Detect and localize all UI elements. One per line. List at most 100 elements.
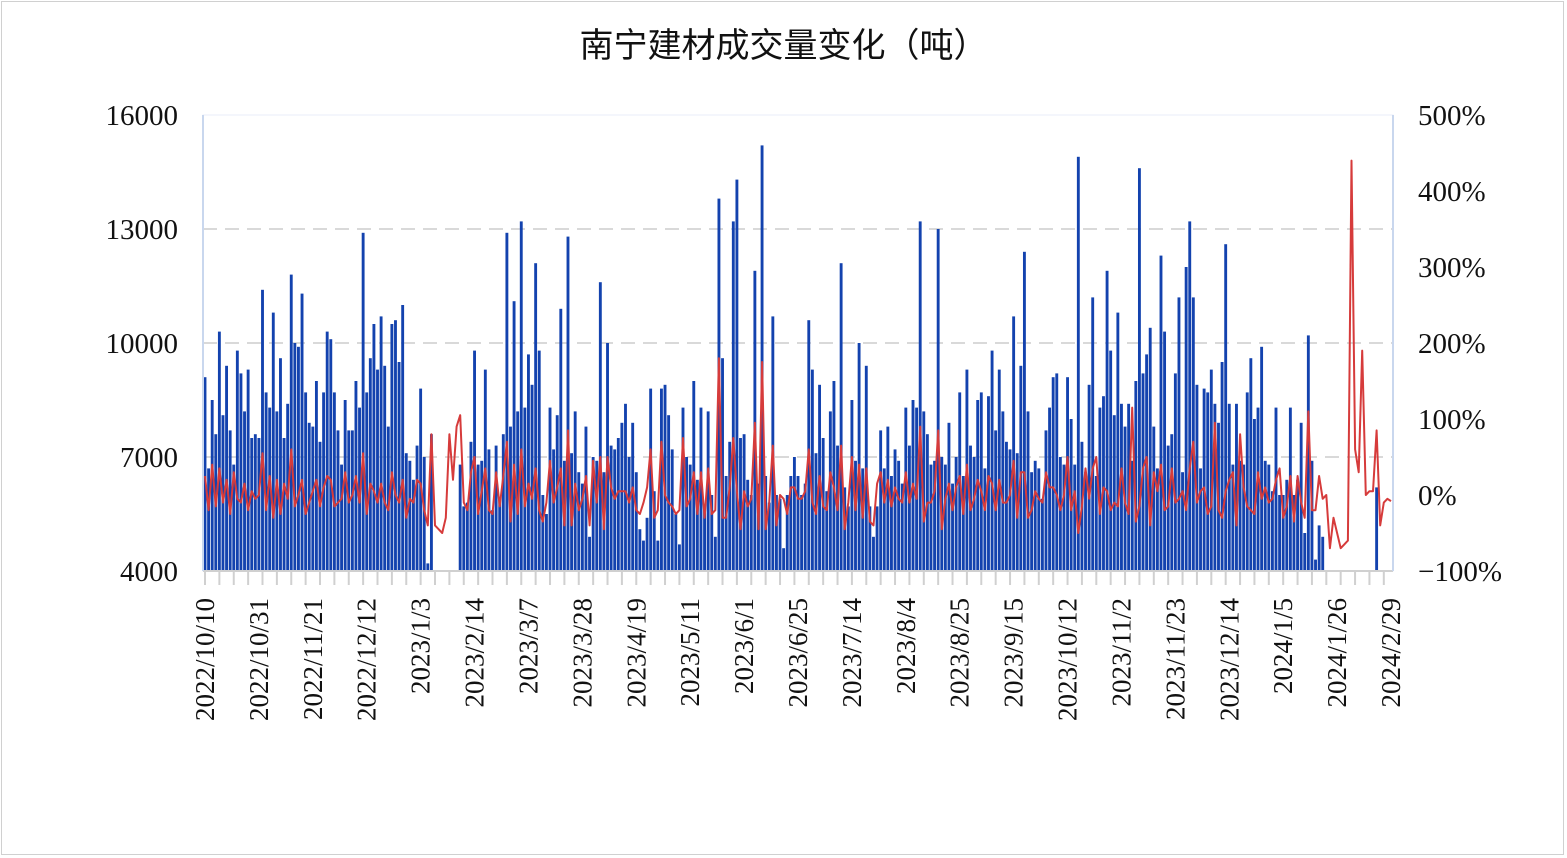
line-series: [204, 159, 1392, 550]
bar: [534, 263, 538, 571]
bar: [1094, 476, 1098, 571]
bar: [491, 510, 494, 571]
x-tick-label: 2023/3/7: [513, 598, 543, 694]
bar: [728, 441, 732, 571]
bar: [1285, 479, 1289, 571]
bar: [1058, 457, 1062, 571]
bar: [620, 422, 624, 571]
bar: [724, 476, 728, 571]
bar: [677, 544, 681, 571]
bar: [1209, 369, 1213, 571]
bar: [397, 362, 401, 571]
bar: [1181, 472, 1184, 571]
bar: [293, 343, 297, 571]
x-tick-label: 2023/12/14: [1214, 598, 1244, 722]
bar: [609, 445, 613, 571]
bar: [1069, 419, 1073, 571]
bar: [760, 145, 764, 571]
bar: [1062, 464, 1066, 571]
bar: [879, 430, 883, 571]
bar: [1242, 464, 1246, 571]
bar: [983, 468, 987, 571]
bar: [239, 373, 243, 571]
y-left-tick-label: 10000: [106, 328, 179, 360]
bar: [235, 350, 239, 571]
bar: [1252, 419, 1256, 571]
bar: [832, 381, 836, 571]
bar: [1048, 407, 1052, 571]
bar: [688, 464, 692, 571]
bar: [498, 498, 502, 571]
bar: [340, 464, 344, 571]
y-right-tick-label: 300%: [1418, 252, 1486, 284]
x-tick-label: 2023/6/25: [783, 598, 813, 708]
x-tick-label: 2023/11/23: [1160, 598, 1190, 720]
bar: [365, 392, 369, 571]
bar: [368, 358, 372, 571]
bar: [710, 495, 714, 571]
bar: [343, 400, 347, 571]
chart-title: 南宁建材成交量变化（吨）: [579, 26, 988, 66]
bar: [289, 274, 293, 571]
bar: [1256, 407, 1260, 571]
bar: [875, 506, 879, 571]
bar: [1030, 472, 1034, 571]
bar: [519, 221, 523, 571]
y-left-tick-label: 4000: [120, 556, 178, 588]
bar: [509, 426, 512, 571]
bar: [846, 506, 850, 571]
bar: [1008, 449, 1012, 571]
bar: [394, 320, 397, 571]
bar: [631, 422, 635, 571]
bar: [1220, 362, 1224, 571]
bar: [976, 400, 980, 571]
bar: [642, 540, 645, 571]
bar: [735, 179, 739, 571]
bar: [591, 457, 595, 571]
bar: [872, 536, 875, 571]
x-tick-label: 2023/9/15: [999, 598, 1029, 708]
bar: [1306, 335, 1310, 571]
bar: [1026, 411, 1030, 571]
x-tick-label: 2022/10/31: [244, 598, 274, 721]
bar: [541, 495, 545, 571]
bar: [372, 324, 376, 571]
bar: [415, 445, 419, 571]
bar: [469, 441, 473, 571]
bar: [307, 422, 311, 571]
bar: [746, 479, 750, 571]
bar: [1166, 445, 1170, 571]
bar: [882, 468, 886, 571]
bar: [527, 354, 530, 571]
bar: [771, 316, 775, 571]
x-tick-label: 2023/2/14: [460, 598, 490, 708]
bar: [1112, 415, 1116, 571]
bar: [947, 422, 951, 571]
bar: [462, 506, 466, 571]
bar: [1213, 403, 1217, 571]
bar: [663, 384, 667, 571]
bar: [800, 495, 804, 571]
bar: [753, 270, 757, 571]
bar: [1076, 156, 1080, 572]
bar: [1066, 377, 1069, 571]
y-right-tick-label: 200%: [1418, 328, 1486, 360]
bar: [419, 388, 423, 571]
x-tick-label: 2023/6/1: [729, 598, 759, 694]
bar: [810, 369, 814, 571]
bar: [649, 388, 653, 571]
bar: [390, 324, 394, 571]
bar: [598, 282, 602, 571]
y-left-tick-label: 16000: [106, 100, 179, 132]
bar: [1317, 525, 1321, 571]
bar: [580, 483, 584, 571]
bar: [951, 483, 954, 571]
bar: [379, 316, 383, 571]
bar: [383, 365, 387, 571]
bar: [350, 430, 354, 571]
y-right-tick-label: 100%: [1418, 404, 1486, 436]
bar: [552, 449, 556, 571]
bar: [634, 472, 638, 571]
